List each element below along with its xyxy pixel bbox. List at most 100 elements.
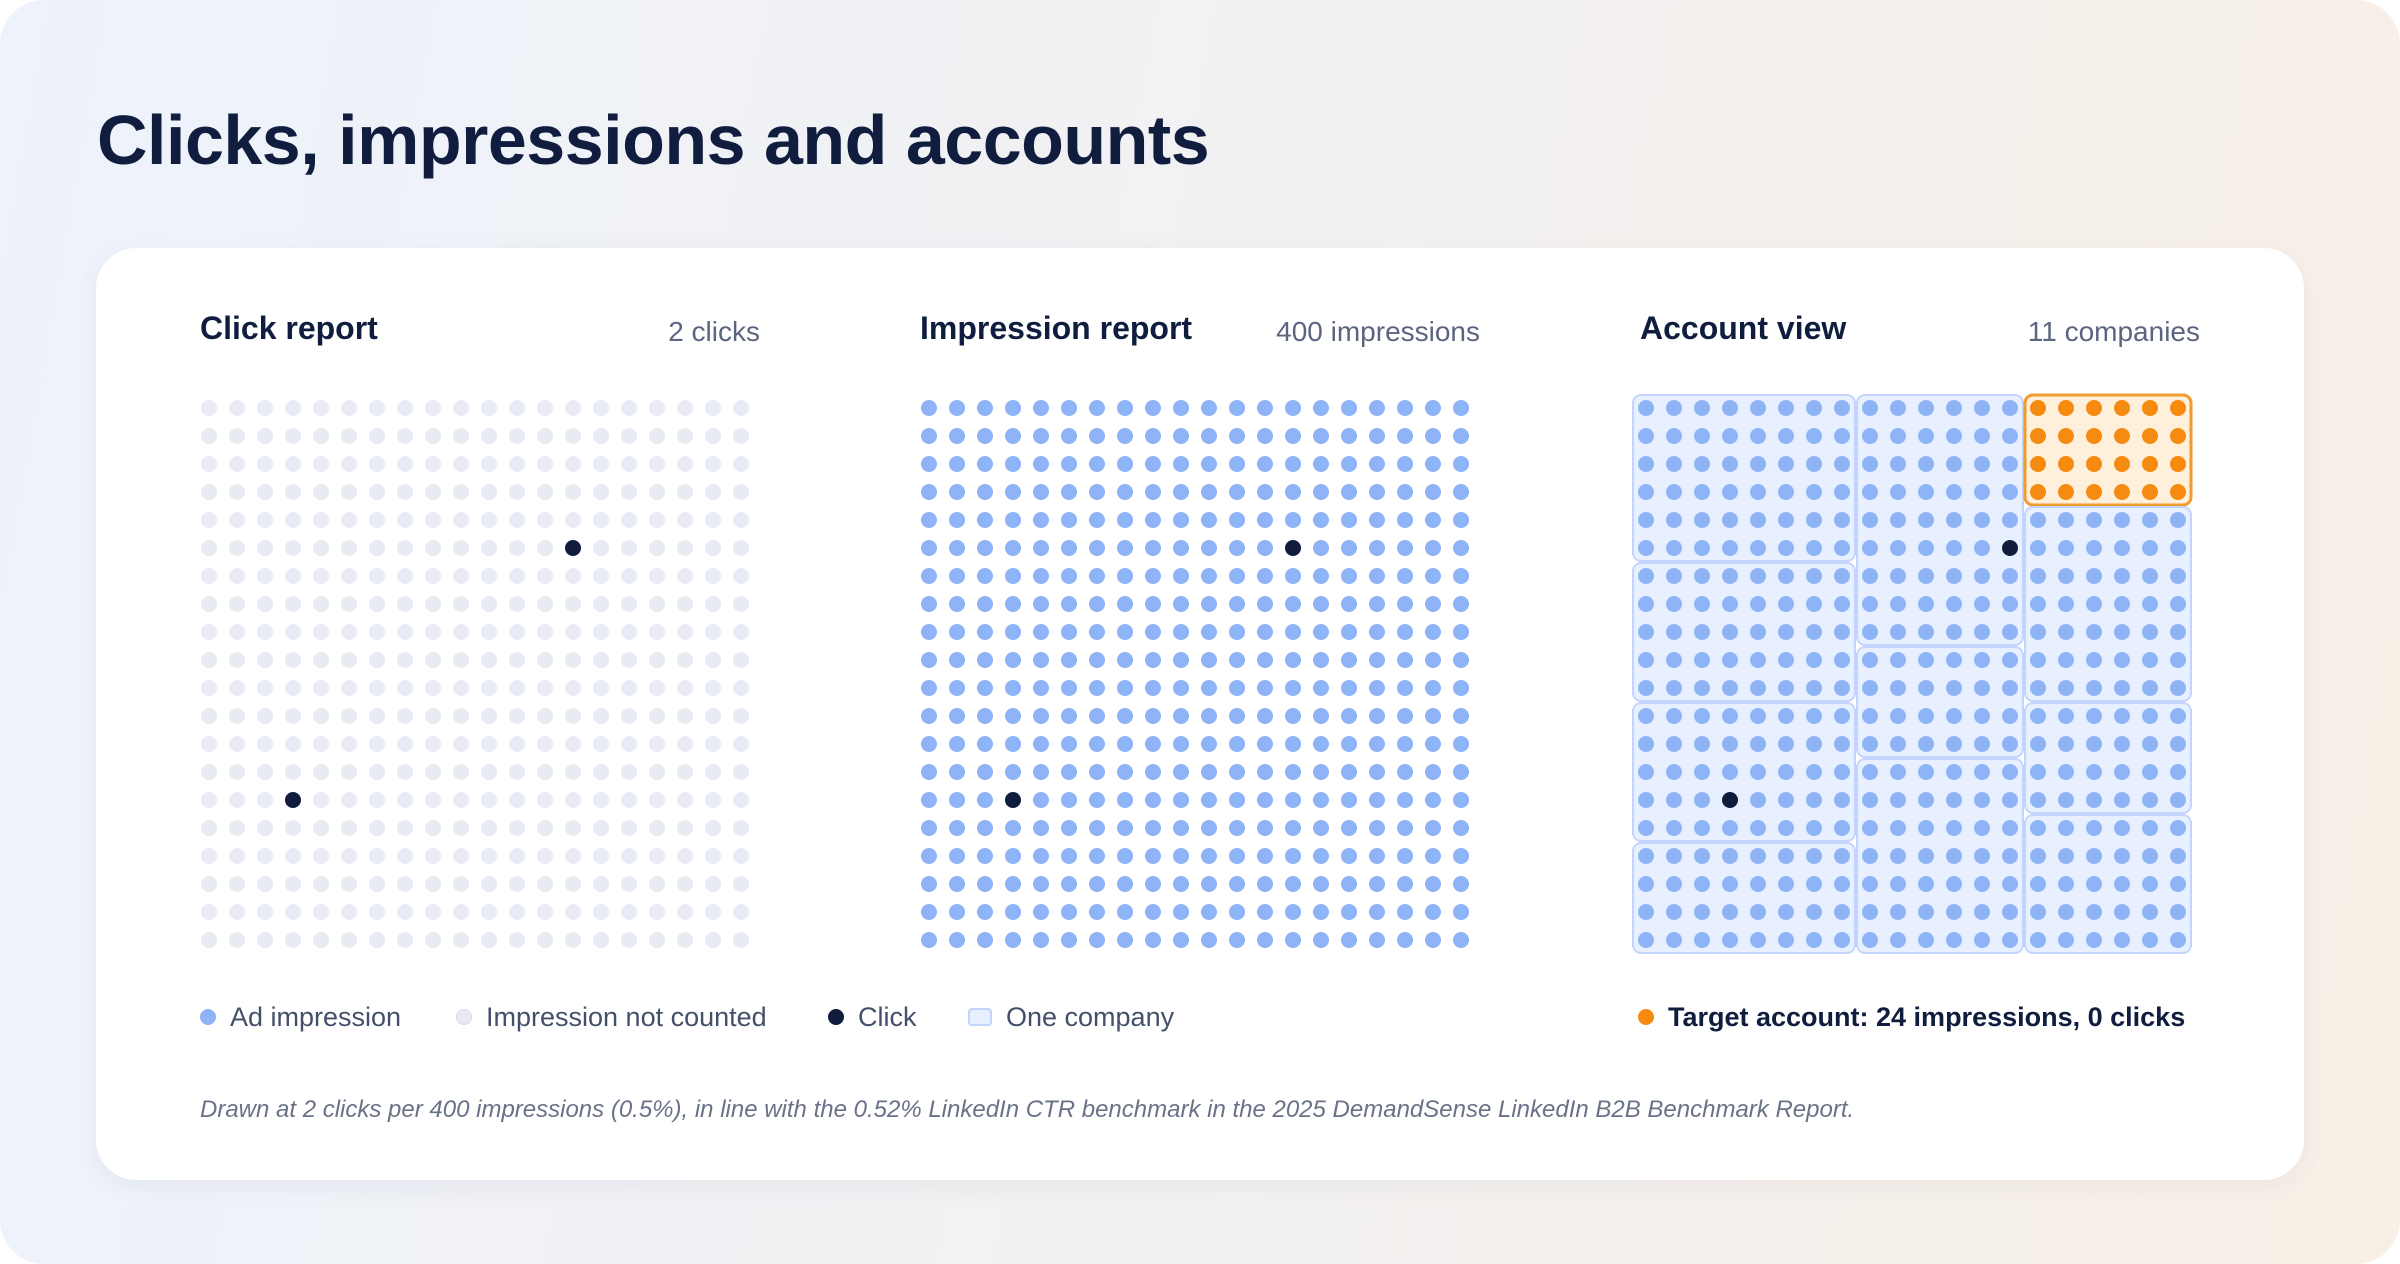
impression-dot bbox=[1341, 456, 1357, 472]
uncounted-impression-dot bbox=[593, 708, 609, 724]
impression-dot bbox=[1285, 736, 1301, 752]
impression-dot bbox=[1229, 736, 1245, 752]
impression-dot bbox=[1425, 848, 1441, 864]
uncounted-impression-dot bbox=[733, 904, 749, 920]
impression-dot bbox=[1806, 484, 1822, 500]
impression-dot bbox=[1341, 736, 1357, 752]
impression-dot bbox=[1257, 792, 1273, 808]
impression-dot bbox=[1117, 680, 1133, 696]
impression-dot bbox=[977, 680, 993, 696]
target-account-box bbox=[2023, 393, 2193, 507]
impression-dot bbox=[1890, 624, 1906, 640]
impression-dot bbox=[1638, 904, 1654, 920]
impression-dot bbox=[1005, 680, 1021, 696]
impression-dot bbox=[2002, 428, 2018, 444]
impression-dot bbox=[2086, 512, 2102, 528]
impression-dot bbox=[1750, 428, 1766, 444]
uncounted-impression-dot bbox=[369, 596, 385, 612]
uncounted-impression-dot bbox=[257, 876, 273, 892]
impression-dot bbox=[1173, 932, 1189, 948]
impression-dot bbox=[1918, 680, 1934, 696]
impression-dot bbox=[1313, 624, 1329, 640]
impression-dot bbox=[2058, 792, 2074, 808]
target-impression-dot bbox=[2086, 400, 2102, 416]
impression-dot bbox=[1946, 680, 1962, 696]
impression-dot bbox=[1425, 792, 1441, 808]
uncounted-impression-dot bbox=[229, 540, 245, 556]
uncounted-impression-dot bbox=[257, 820, 273, 836]
uncounted-impression-dot bbox=[649, 400, 665, 416]
uncounted-impression-dot bbox=[593, 932, 609, 948]
impression-dot bbox=[921, 484, 937, 500]
impression-dot bbox=[1453, 568, 1469, 584]
impression-dot bbox=[949, 540, 965, 556]
uncounted-impression-dot bbox=[425, 484, 441, 500]
impression-dot bbox=[2170, 764, 2186, 780]
impression-dot bbox=[1974, 596, 1990, 612]
impression-dot bbox=[1061, 848, 1077, 864]
impression-dot bbox=[1201, 932, 1217, 948]
uncounted-impression-dot bbox=[537, 624, 553, 640]
impression-dot bbox=[1313, 456, 1329, 472]
uncounted-impression-dot bbox=[593, 736, 609, 752]
impression-dot bbox=[1173, 568, 1189, 584]
impression-dot bbox=[1173, 736, 1189, 752]
impression-dot bbox=[1750, 568, 1766, 584]
uncounted-impression-dot bbox=[733, 484, 749, 500]
legend-ad-impression-label: Ad impression bbox=[230, 1001, 402, 1032]
impression-dot bbox=[1806, 512, 1822, 528]
impression-dot bbox=[949, 792, 965, 808]
impression-dot bbox=[1778, 932, 1794, 948]
impression-dot bbox=[2030, 736, 2046, 752]
uncounted-impression-dot bbox=[397, 624, 413, 640]
uncounted-impression-dot bbox=[397, 708, 413, 724]
impression-dot bbox=[949, 708, 965, 724]
uncounted-impression-dot bbox=[705, 680, 721, 696]
uncounted-impression-dot bbox=[425, 736, 441, 752]
uncounted-impression-dot bbox=[705, 400, 721, 416]
impression-dot bbox=[1257, 568, 1273, 584]
uncounted-impression-dot bbox=[733, 652, 749, 668]
impression-dot bbox=[1397, 932, 1413, 948]
uncounted-impression-dot bbox=[565, 792, 581, 808]
impression-dot bbox=[2002, 512, 2018, 528]
impression-dot bbox=[1425, 484, 1441, 500]
impression-dot bbox=[1778, 876, 1794, 892]
impression-dot bbox=[1694, 624, 1710, 640]
uncounted-impression-dot bbox=[705, 428, 721, 444]
impression-dot bbox=[977, 568, 993, 584]
impression-dot bbox=[1397, 400, 1413, 416]
account-view-title: Account view bbox=[1640, 310, 1847, 346]
uncounted-impression-dot bbox=[565, 624, 581, 640]
impression-dot bbox=[1089, 428, 1105, 444]
impression-dot bbox=[1005, 484, 1021, 500]
impression-dot bbox=[1341, 624, 1357, 640]
impression-dot bbox=[1694, 484, 1710, 500]
impression-dot bbox=[1061, 932, 1077, 948]
impression-dot bbox=[921, 512, 937, 528]
impression-dot bbox=[1890, 568, 1906, 584]
impression-report-title: Impression report bbox=[920, 310, 1193, 346]
impression-dot bbox=[1918, 540, 1934, 556]
impression-dot bbox=[1425, 876, 1441, 892]
target-impression-dot bbox=[2142, 400, 2158, 416]
impression-dot bbox=[1397, 764, 1413, 780]
impression-dot bbox=[1918, 400, 1934, 416]
impression-dot bbox=[2142, 932, 2158, 948]
impression-dot bbox=[1890, 876, 1906, 892]
impression-dot bbox=[2114, 820, 2130, 836]
impression-dot bbox=[1089, 736, 1105, 752]
impression-dot bbox=[2170, 596, 2186, 612]
impression-dot bbox=[2142, 596, 2158, 612]
uncounted-impression-dot bbox=[733, 876, 749, 892]
uncounted-impression-dot bbox=[537, 540, 553, 556]
impression-dot bbox=[949, 484, 965, 500]
impression-dot bbox=[1313, 820, 1329, 836]
uncounted-impression-dot bbox=[257, 540, 273, 556]
impression-dot bbox=[1061, 428, 1077, 444]
impression-dot bbox=[1666, 624, 1682, 640]
uncounted-impression-dot bbox=[593, 876, 609, 892]
impression-dot bbox=[1722, 708, 1738, 724]
uncounted-impression-dot bbox=[285, 932, 301, 948]
impression-dot bbox=[1369, 848, 1385, 864]
